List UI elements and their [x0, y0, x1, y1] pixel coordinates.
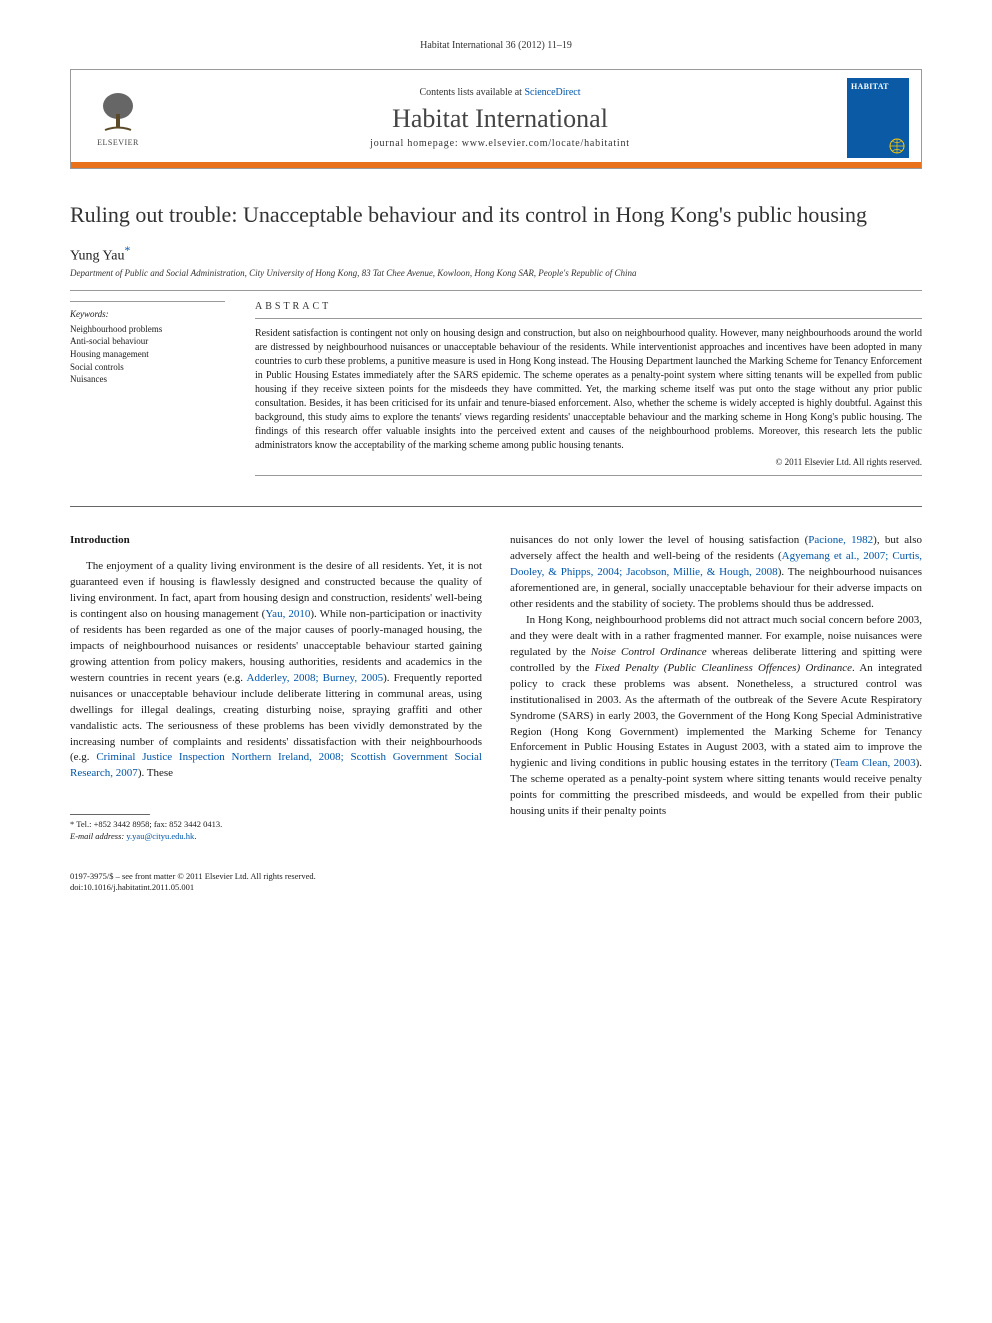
- orange-bar: [71, 162, 921, 168]
- keywords-block: Keywords: Neighbourhood problems Anti-so…: [70, 301, 225, 484]
- citation-link[interactable]: Adderley, 2008; Burney, 2005: [247, 672, 384, 684]
- elsevier-tree-icon: [95, 90, 141, 136]
- body-paragraph: The enjoyment of a quality living enviro…: [70, 559, 482, 782]
- keyword-item: Anti-social behaviour: [70, 335, 225, 348]
- corresponding-mark: *: [124, 244, 130, 257]
- keyword-item: Nuisances: [70, 373, 225, 386]
- page-footer: 0197-3975/$ – see front matter © 2011 El…: [70, 871, 922, 893]
- cover-title: HABITAT: [851, 82, 905, 91]
- citation-link[interactable]: Criminal Justice Inspection Northern Ire…: [70, 751, 482, 779]
- journal-banner: ELSEVIER Contents lists available at Sci…: [70, 69, 922, 169]
- email-link[interactable]: y.yau@cityu.edu.hk: [126, 831, 194, 841]
- elsevier-label: ELSEVIER: [97, 138, 139, 147]
- keyword-item: Neighbourhood problems: [70, 323, 225, 336]
- keyword-item: Housing management: [70, 348, 225, 361]
- banner-center: Contents lists available at ScienceDirec…: [153, 87, 847, 149]
- cover-globe-icon: [851, 138, 905, 154]
- column-right: nuisances do not only lower the level of…: [510, 533, 922, 843]
- issn-line: 0197-3975/$ – see front matter © 2011 El…: [70, 871, 922, 882]
- abstract-block: ABSTRACT Resident satisfaction is contin…: [255, 301, 922, 484]
- footnote-tel: * Tel.: +852 3442 8958; fax: 852 3442 04…: [70, 819, 482, 831]
- email-label: E-mail address:: [70, 831, 126, 841]
- banner-top: ELSEVIER Contents lists available at Sci…: [71, 70, 921, 162]
- body-paragraph: In Hong Kong, neighbourhood problems did…: [510, 613, 922, 820]
- journal-cover-thumb: HABITAT: [847, 78, 909, 158]
- keywords-heading: Keywords:: [70, 308, 225, 321]
- affiliation: Department of Public and Social Administ…: [70, 268, 922, 278]
- body-columns: Introduction The enjoyment of a quality …: [70, 533, 922, 843]
- contents-available-line: Contents lists available at ScienceDirec…: [153, 87, 847, 98]
- citation-link[interactable]: Pacione, 1982: [808, 534, 873, 546]
- journal-homepage: journal homepage: www.elsevier.com/locat…: [153, 138, 847, 149]
- doi-line: doi:10.1016/j.habitatint.2011.05.001: [70, 882, 922, 893]
- citation-link[interactable]: Team Clean, 2003: [834, 757, 915, 769]
- elsevier-logo: ELSEVIER: [83, 81, 153, 156]
- journal-name: Habitat International: [153, 104, 847, 134]
- text-run: . An integrated policy to crack these pr…: [510, 662, 922, 770]
- keyword-item: Social controls: [70, 361, 225, 374]
- section-rule: [70, 506, 922, 507]
- abstract-text: Resident satisfaction is contingent not …: [255, 327, 922, 453]
- column-left: Introduction The enjoyment of a quality …: [70, 533, 482, 843]
- running-head: Habitat International 36 (2012) 11–19: [70, 40, 922, 51]
- homepage-url: www.elsevier.com/locate/habitatint: [462, 138, 630, 149]
- copyright-line: © 2011 Elsevier Ltd. All rights reserved…: [255, 457, 922, 467]
- abstract-heading: ABSTRACT: [255, 301, 922, 312]
- citation-link[interactable]: Yau, 2010: [265, 608, 310, 620]
- footnote-email: E-mail address: y.yau@cityu.edu.hk.: [70, 831, 482, 843]
- contents-prefix: Contents lists available at: [419, 87, 524, 98]
- text-run: ). These: [138, 767, 173, 779]
- text-run: ). Frequently reported nuisances or unac…: [70, 672, 482, 764]
- page: Habitat International 36 (2012) 11–19 EL…: [0, 0, 992, 923]
- ordinance-name: Noise Control Ordinance: [591, 646, 707, 658]
- rule: [70, 290, 922, 291]
- rule: [255, 475, 922, 476]
- rule: [255, 318, 922, 319]
- sciencedirect-link[interactable]: ScienceDirect: [524, 87, 580, 98]
- homepage-prefix: journal homepage:: [370, 138, 462, 149]
- rule: [70, 301, 225, 302]
- meta-row: Keywords: Neighbourhood problems Anti-so…: [70, 301, 922, 484]
- body-paragraph: nuisances do not only lower the level of…: [510, 533, 922, 613]
- author-name: Yung Yau: [70, 248, 124, 263]
- footnote-rule: [70, 814, 150, 815]
- article-title: Ruling out trouble: Unacceptable behavio…: [70, 201, 922, 230]
- text-run: nuisances do not only lower the level of…: [510, 534, 808, 546]
- section-heading-introduction: Introduction: [70, 533, 482, 549]
- ordinance-name: Fixed Penalty (Public Cleanliness Offenc…: [595, 662, 852, 674]
- author-line: Yung Yau*: [70, 244, 922, 265]
